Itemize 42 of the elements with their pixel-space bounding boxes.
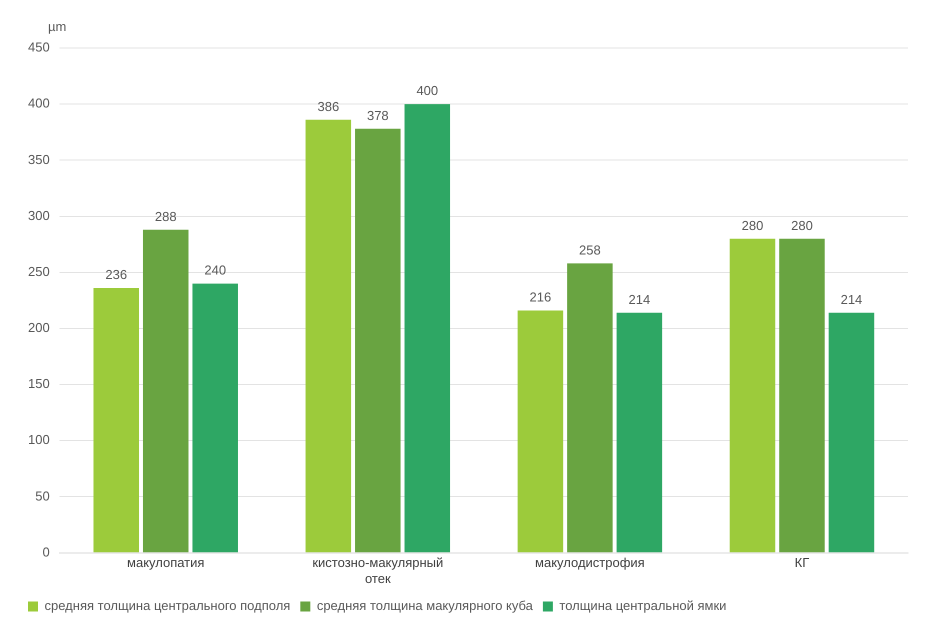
x-tick-label: макулопатия [127, 555, 204, 570]
legend-label: средняя толщина центрального подполя [44, 598, 290, 614]
data-label: 378 [366, 108, 389, 123]
x-tick-label: кистозно-макулярный отек [312, 555, 444, 586]
data-label: 288 [154, 208, 177, 224]
y-tick-label: 450 [28, 40, 50, 55]
bar [355, 128, 401, 552]
bar [730, 238, 776, 552]
data-label: 280 [791, 218, 813, 233]
data-label: 400 [416, 83, 438, 98]
y-tick-label: 100 [28, 432, 50, 448]
bar [567, 263, 613, 552]
data-label: 386 [317, 98, 340, 114]
bar [779, 238, 825, 552]
y-tick-label: 150 [28, 376, 50, 392]
data-label: 258 [579, 242, 601, 258]
y-tick-label: 350 [28, 152, 50, 167]
bar [828, 312, 874, 552]
data-label: 214 [628, 292, 650, 307]
y-tick-label: 400 [28, 96, 50, 111]
y-tick-label: 200 [28, 320, 50, 336]
y-tick-label: 300 [28, 208, 50, 223]
data-label: 216 [530, 290, 552, 305]
data-label: 236 [105, 267, 128, 282]
bar [142, 230, 188, 552]
y-axis-title: µm [48, 19, 66, 34]
x-tick-label: макулодистрофия [535, 555, 645, 570]
bar [93, 288, 140, 552]
x-tick-label: КГ [794, 555, 810, 570]
y-tick-label: 50 [35, 488, 50, 504]
y-tick-label: 250 [28, 264, 50, 279]
bar [306, 120, 352, 552]
legend-label: средняя толщина макулярного куба [316, 598, 534, 614]
data-label: 240 [204, 262, 226, 278]
bar [192, 284, 238, 552]
bar [404, 104, 450, 552]
y-tick-label: 0 [42, 544, 50, 560]
bar [518, 310, 564, 552]
data-label: 280 [742, 218, 764, 233]
legend-label: толщина центральной ямки [559, 598, 726, 614]
data-label: 214 [840, 292, 862, 307]
bar [616, 312, 662, 552]
